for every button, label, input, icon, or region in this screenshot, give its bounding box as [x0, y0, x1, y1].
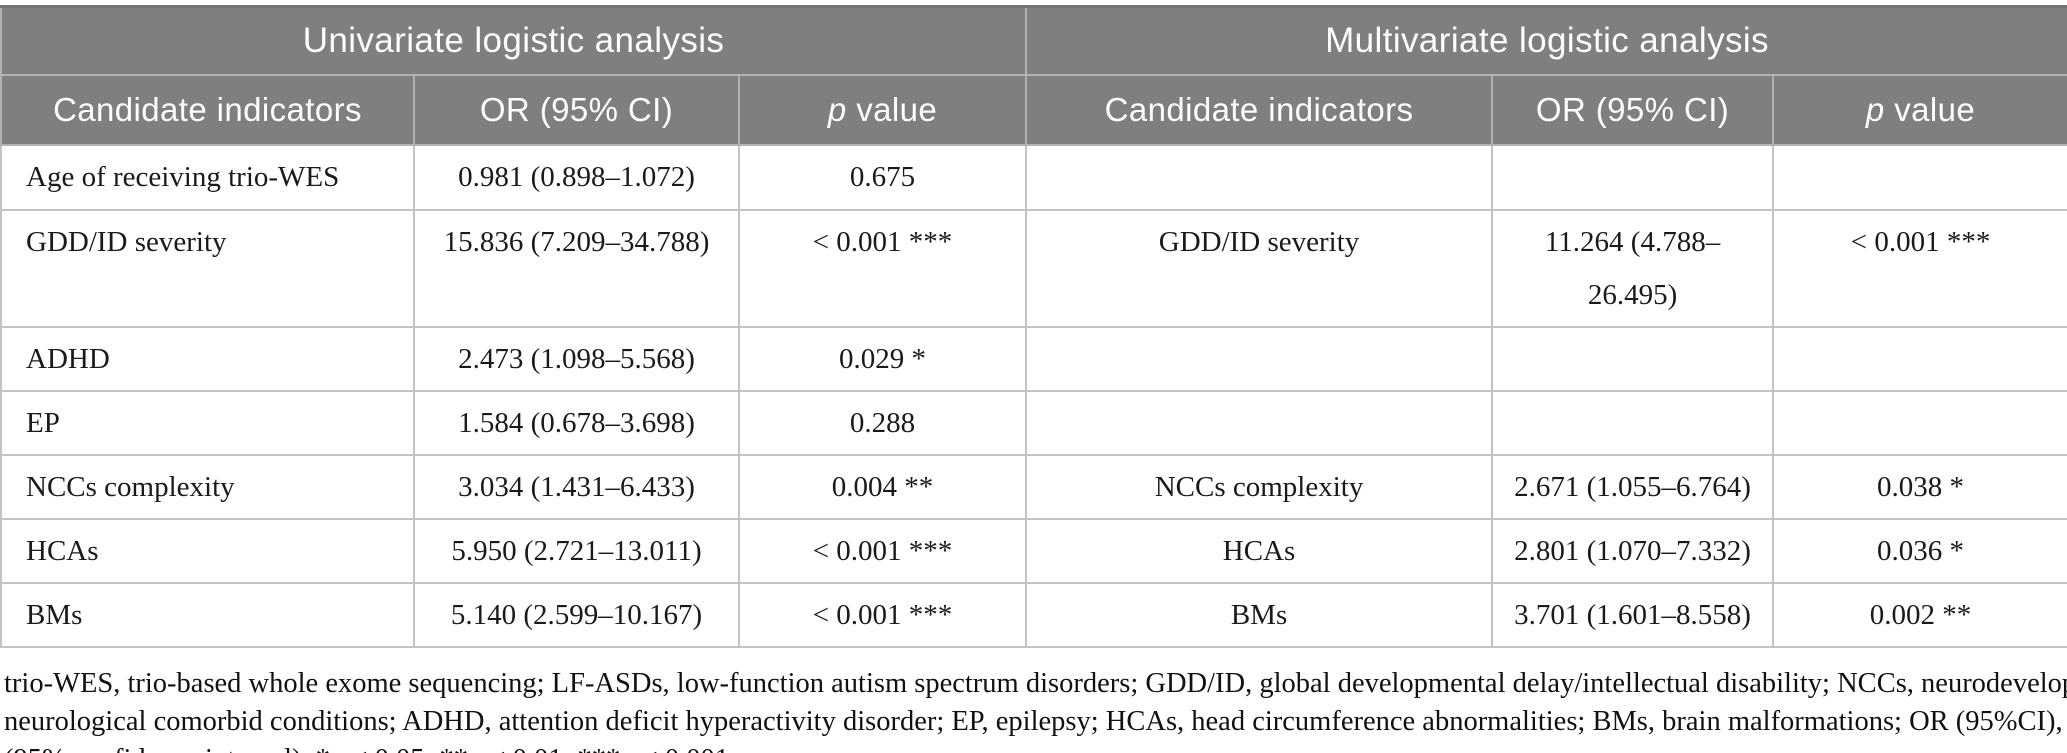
- p-italic: p: [827, 91, 847, 128]
- u-or-cell: 5.950 (2.721–13.011): [413, 518, 740, 584]
- footnote-segment: < 0.001.: [635, 744, 736, 753]
- u-indicator-cell: ADHD: [0, 326, 415, 392]
- u-or-cell: 0.981 (0.898–1.072): [413, 144, 740, 211]
- u-indicator-cell: BMs: [0, 582, 415, 648]
- u-p-cell: < 0.001 ***: [737, 518, 1028, 584]
- m-indicator-cell: [1025, 144, 1494, 211]
- m-p-cell: 0.002 **: [1772, 582, 2067, 648]
- u-p-cell: < 0.001 ***: [737, 209, 1028, 328]
- m-p-cell: [1772, 390, 2067, 456]
- table-footnote: trio-WES, trio-based whole exome sequenc…: [4, 665, 2067, 753]
- m-or-cell: 2.801 (1.070–7.332): [1491, 518, 1775, 584]
- footnote-segment: < 0.01; ***: [482, 744, 620, 753]
- table-header: Univariate logistic analysis Multivariat…: [0, 5, 2067, 146]
- footnote-p-italic: p: [330, 744, 344, 753]
- table-body: Age of receiving trio-WES 0.981 (0.898–1…: [0, 144, 2067, 648]
- logistic-analysis-table: Univariate logistic analysis Multivariat…: [0, 5, 2067, 648]
- m-or-cell: 3.701 (1.601–8.558): [1491, 582, 1775, 648]
- m-or-line1: 11.264 (4.788–: [1544, 226, 1721, 258]
- m-p-cell: 0.038 *: [1772, 454, 2067, 520]
- m-or-line2: 26.495): [1587, 279, 1678, 311]
- column-header-row: Candidate indicators OR (95% CI) p value…: [0, 74, 2067, 146]
- p-rest: value: [1884, 91, 1976, 128]
- footnote-segment: < 0.05; **: [344, 744, 468, 753]
- m-or-cell: [1491, 390, 1775, 456]
- m-indicator-cell: GDD/ID severity: [1025, 209, 1494, 328]
- table-row: Age of receiving trio-WES 0.981 (0.898–1…: [0, 144, 2067, 211]
- m-p-cell: < 0.001 ***: [1772, 209, 2067, 328]
- u-indicators-column-header: Candidate indicators: [0, 74, 415, 146]
- footnote-p-italic: p: [620, 744, 634, 753]
- u-indicator-cell: EP: [0, 390, 415, 456]
- m-or-cell: 11.264 (4.788– 26.495): [1491, 209, 1775, 328]
- u-p-cell: 0.029 *: [737, 326, 1028, 392]
- u-p-cell: 0.288: [737, 390, 1028, 456]
- m-indicator-cell: HCAs: [1025, 518, 1494, 584]
- multivariate-section-header: Multivariate logistic analysis: [1025, 5, 2067, 76]
- m-p-cell: [1772, 326, 2067, 392]
- footnote-p-italic: p: [468, 744, 482, 753]
- u-p-cell: < 0.001 ***: [737, 582, 1028, 648]
- u-or-cell: 15.836 (7.209–34.788): [413, 209, 740, 328]
- table-row: HCAs 5.950 (2.721–13.011) < 0.001 *** HC…: [0, 518, 2067, 584]
- u-p-cell: 0.675: [737, 144, 1028, 211]
- section-header-row: Univariate logistic analysis Multivariat…: [0, 5, 2067, 76]
- footnote-segment: (95% confidence interval). *: [4, 744, 330, 753]
- u-or-cell: 2.473 (1.098–5.568): [413, 326, 740, 392]
- table-row: BMs 5.140 (2.599–10.167) < 0.001 *** BMs…: [0, 582, 2067, 648]
- u-or-column-header: OR (95% CI): [413, 74, 740, 146]
- m-indicator-cell: [1025, 390, 1494, 456]
- table-row: GDD/ID severity 15.836 (7.209–34.788) < …: [0, 209, 2067, 328]
- m-or-cell: [1491, 326, 1775, 392]
- m-indicator-cell: [1025, 326, 1494, 392]
- univariate-section-header: Univariate logistic analysis: [0, 5, 1028, 76]
- u-indicator-cell: NCCs complexity: [0, 454, 415, 520]
- m-or-cell: 2.671 (1.055–6.764): [1491, 454, 1775, 520]
- p-italic: p: [1865, 91, 1885, 128]
- u-pvalue-column-header: p value: [737, 74, 1028, 146]
- footnote-line-2: neurological comorbid conditions; ADHD, …: [4, 706, 2067, 737]
- u-indicator-cell: HCAs: [0, 518, 415, 584]
- footnote-line-3: (95% confidence interval). *p < 0.05; **…: [4, 741, 2061, 753]
- u-indicator-cell: GDD/ID severity: [0, 209, 415, 328]
- table-row: EP 1.584 (0.678–3.698) 0.288: [0, 390, 2067, 456]
- footnote-line-1: trio-WES, trio-based whole exome sequenc…: [4, 668, 2067, 699]
- m-indicators-column-header: Candidate indicators: [1025, 74, 1494, 146]
- m-indicator-cell: NCCs complexity: [1025, 454, 1494, 520]
- table-row: ADHD 2.473 (1.098–5.568) 0.029 *: [0, 326, 2067, 392]
- u-or-cell: 3.034 (1.431–6.433): [413, 454, 740, 520]
- m-or-cell: [1491, 144, 1775, 211]
- u-or-cell: 1.584 (0.678–3.698): [413, 390, 740, 456]
- m-indicator-cell: BMs: [1025, 582, 1494, 648]
- table-row: NCCs complexity 3.034 (1.431–6.433) 0.00…: [0, 454, 2067, 520]
- u-indicator-cell: Age of receiving trio-WES: [0, 144, 415, 211]
- u-or-cell: 5.140 (2.599–10.167): [413, 582, 740, 648]
- u-p-cell: 0.004 **: [737, 454, 1028, 520]
- m-p-cell: 0.036 *: [1772, 518, 2067, 584]
- m-pvalue-column-header: p value: [1772, 74, 2067, 146]
- m-or-column-header: OR (95% CI): [1491, 74, 1775, 146]
- p-rest: value: [846, 91, 938, 128]
- m-p-cell: [1772, 144, 2067, 211]
